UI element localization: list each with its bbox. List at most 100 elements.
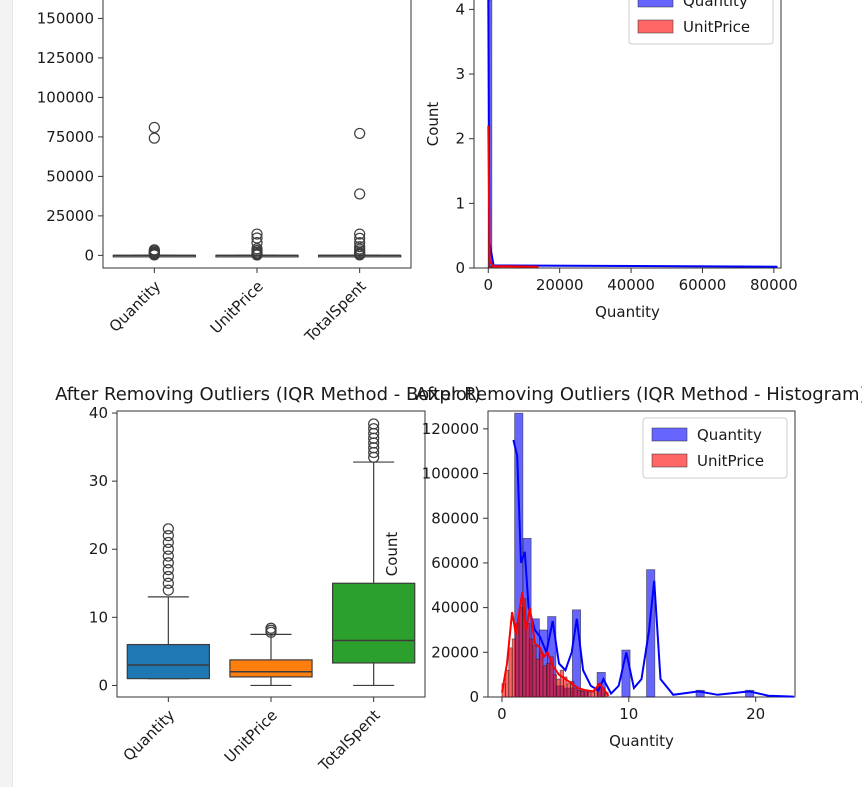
x-tick-label: 60000 — [679, 276, 727, 294]
y-tick-label: 100000 — [37, 88, 94, 106]
y-tick-label: 125000 — [37, 49, 94, 67]
y-tick-label: 4 — [455, 0, 465, 18]
outlier-point — [368, 418, 380, 430]
kde-line-unitprice — [487, 125, 539, 268]
legend-label-quantity: Quantity — [697, 426, 762, 444]
kde-line-unitprice — [501, 591, 610, 697]
y-tick-label: 40 — [89, 404, 108, 422]
x-tick-label: 40000 — [607, 276, 655, 294]
box-quantity — [112, 121, 197, 261]
histogram-bar — [535, 658, 541, 698]
histogram-bar — [525, 622, 530, 698]
histogram-bar — [508, 647, 513, 698]
y-tick-label: 25000 — [46, 207, 94, 225]
histogram-bar — [745, 689, 755, 698]
legend-swatch-unitprice — [651, 453, 688, 468]
x-tick-label: TotalSpent — [300, 277, 369, 346]
legend-label-unitprice: UnitPrice — [683, 18, 750, 36]
y-tick-label: 60000 — [431, 554, 479, 572]
histogram-bar — [542, 665, 547, 698]
y-axis-label: Count — [383, 532, 401, 577]
outlier-point — [162, 530, 174, 542]
x-tick-label: 80000 — [750, 276, 798, 294]
y-tick-label: 150000 — [37, 9, 94, 27]
kde-line-quantity — [512, 439, 794, 698]
legend-label-quantity: Quantity — [683, 0, 748, 10]
histogram-bar — [528, 638, 534, 698]
outlier-point — [368, 423, 380, 435]
y-tick-label: 10 — [89, 608, 108, 626]
x-tick-label: Quantity — [120, 706, 179, 765]
y-tick-label: 75000 — [46, 128, 94, 146]
box-unitprice — [215, 228, 299, 261]
y-tick-label: 120000 — [422, 420, 479, 438]
outlier-point — [162, 584, 174, 596]
legend: Quantity UnitPrice — [628, 0, 774, 45]
x-tick-label: 0 — [497, 705, 507, 723]
y-tick-label: 3 — [455, 65, 465, 83]
boxplot-after-panel: After Removing Outliers (IQR Method - Bo… — [55, 384, 481, 775]
y-tick-label: 0 — [84, 246, 94, 264]
y-tick-label: 40000 — [431, 599, 479, 617]
legend-label-unitprice: UnitPrice — [697, 452, 764, 470]
y-tick-label: 1 — [455, 194, 465, 212]
histogram-bar — [556, 678, 561, 698]
histogram-bar — [539, 651, 544, 698]
y-tick-label: 2 — [455, 130, 465, 148]
y-tick-label: 80000 — [431, 509, 479, 527]
outlier-point — [251, 228, 263, 240]
kde-line-quantity — [487, 0, 778, 268]
histogram-after-panel: After Removing Outliers (IQR Method - Hi… — [383, 384, 862, 750]
x-axis-label: Quantity — [595, 303, 660, 321]
outlier-point — [354, 127, 366, 140]
axes-frame — [473, 0, 782, 269]
outlier-point — [251, 232, 263, 244]
axes-frame — [487, 410, 796, 698]
histogram-after-title: After Removing Outliers (IQR Method - Hi… — [415, 384, 862, 405]
x-tick-label: Quantity — [106, 277, 165, 336]
y-axis-label: Count — [424, 102, 442, 147]
histogram-bar — [695, 689, 705, 698]
outlier-point — [162, 550, 174, 562]
box-iqr — [332, 582, 416, 664]
notebook-output-gutter — [0, 0, 13, 787]
x-tick-label: UnitPrice — [207, 277, 267, 337]
y-tick-label: 0 — [98, 676, 108, 694]
legend: Quantity UnitPrice — [642, 417, 788, 479]
legend-swatch-quantity — [637, 0, 674, 8]
legend-swatch-quantity — [651, 427, 688, 442]
outlier-point — [148, 132, 160, 144]
box-unitprice — [229, 622, 313, 687]
outlier-point — [162, 557, 174, 569]
box-quantity — [126, 523, 211, 680]
outlier-point — [265, 622, 277, 634]
outlier-point — [354, 188, 366, 200]
x-tick-label: 20 — [746, 705, 765, 723]
y-tick-label: 100000 — [422, 465, 479, 483]
y-tick-label: 0 — [455, 259, 465, 277]
outlier-point — [354, 249, 366, 261]
outlier-point — [162, 523, 174, 535]
histogram-bar — [587, 692, 592, 698]
y-tick-label: 50000 — [46, 167, 94, 185]
x-tick-label: UnitPrice — [221, 706, 281, 766]
histogram-bar — [594, 689, 599, 698]
outlier-point — [148, 121, 160, 134]
x-axis-label: Quantity — [609, 732, 674, 750]
box-iqr — [126, 643, 211, 680]
histogram-bar — [646, 569, 656, 698]
y-tick-label: 20000 — [431, 643, 479, 661]
histogram-bar — [580, 691, 585, 698]
histogram-bar — [552, 674, 558, 698]
histogram-bar — [546, 663, 551, 698]
outlier-point — [162, 543, 174, 555]
histogram-bar — [576, 689, 582, 698]
histogram-bar — [511, 638, 517, 698]
histogram-bar — [518, 607, 523, 698]
outlier-point — [354, 232, 366, 244]
series-unitprice — [487, 125, 539, 269]
x-tick-label: 0 — [484, 276, 494, 294]
outlier-point — [354, 228, 366, 240]
y-tick-label: 0 — [469, 688, 479, 706]
